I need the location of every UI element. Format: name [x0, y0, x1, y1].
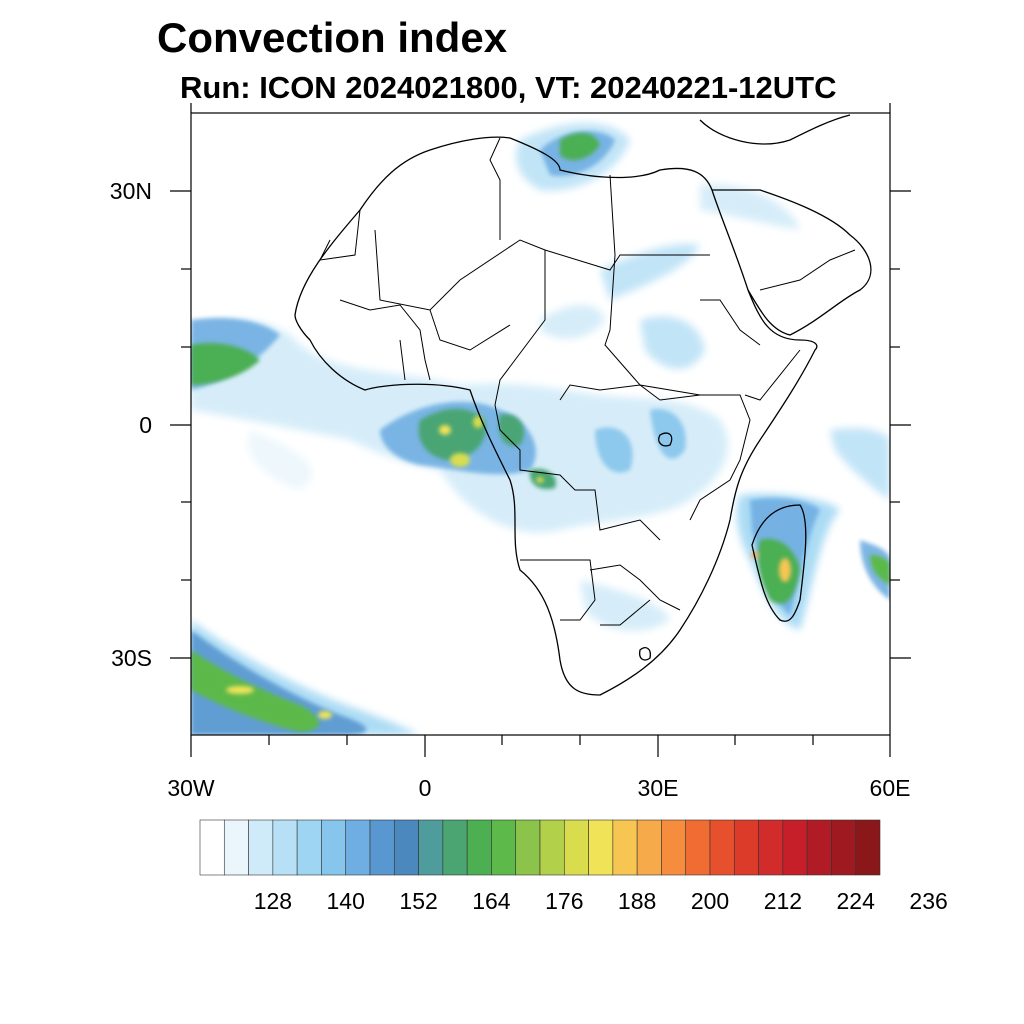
map-subtitle: Run: ICON 2024021800, VT: 20240221-12UTC: [180, 70, 837, 105]
colorbar-box: [733, 819, 759, 876]
colorbar-box: [831, 819, 857, 876]
colorbar-tick-label: 152: [399, 888, 438, 914]
colorbar-box: [685, 819, 711, 876]
plot-frame: [190, 112, 891, 736]
colorbar-box: [515, 819, 541, 876]
colorbar-tick-label: 128: [253, 888, 293, 914]
colorbar-tick-label: 236: [909, 888, 948, 914]
lon-label-30w: 30W: [167, 775, 215, 801]
colorbar-box: [272, 819, 298, 876]
colorbar-box: [539, 819, 565, 876]
convection-field: [191, 123, 890, 735]
lat-label-0: 0: [139, 412, 152, 438]
colorbar: [199, 819, 881, 876]
colorbar-tick-label: 188: [617, 888, 657, 914]
colorbar-box: [709, 819, 735, 876]
lon-label-0: 0: [418, 775, 432, 801]
lon-label-30e: 30E: [637, 775, 679, 801]
lon-label-60e: 60E: [869, 775, 911, 801]
colorbar-box: [855, 819, 881, 876]
colorbar-tick-label: 212: [763, 888, 803, 914]
colorbar-tick-label: 164: [472, 888, 511, 914]
colorbar-box: [588, 819, 614, 876]
country-borders: [319, 137, 856, 626]
colorbar-box: [321, 819, 347, 876]
colorbar-box: [296, 819, 322, 876]
colorbar-box: [466, 819, 492, 876]
colorbar-box: [369, 819, 395, 876]
colorbar-box: [563, 819, 589, 876]
colorbar-tick-label: 140: [326, 888, 365, 914]
colorbar-box: [782, 819, 808, 876]
colorbar-tick-label: 224: [836, 888, 875, 914]
axis-ticks: [170, 103, 911, 757]
lat-label-30n: 30N: [109, 178, 152, 204]
lat-label-30s: 30S: [111, 645, 152, 671]
colorbar-box: [393, 819, 419, 876]
colorbar-box: [636, 819, 662, 876]
colorbar-box: [612, 819, 638, 876]
colorbar-box: [806, 819, 832, 876]
colorbar-box: [661, 819, 687, 876]
map-title: Convection index: [157, 14, 508, 61]
colorbar-box: [758, 819, 784, 876]
colorbar-box: [442, 819, 468, 876]
colorbar-box: [248, 819, 274, 876]
colorbar-box: [223, 819, 249, 876]
colorbar-tick-label: 176: [545, 888, 584, 914]
coastlines: [294, 114, 872, 696]
colorbar-box: [491, 819, 517, 876]
colorbar-tick-label: 200: [690, 888, 730, 914]
colorbar-box: [199, 819, 225, 876]
colorbar-box: [418, 819, 444, 876]
colorbar-box: [345, 819, 371, 876]
